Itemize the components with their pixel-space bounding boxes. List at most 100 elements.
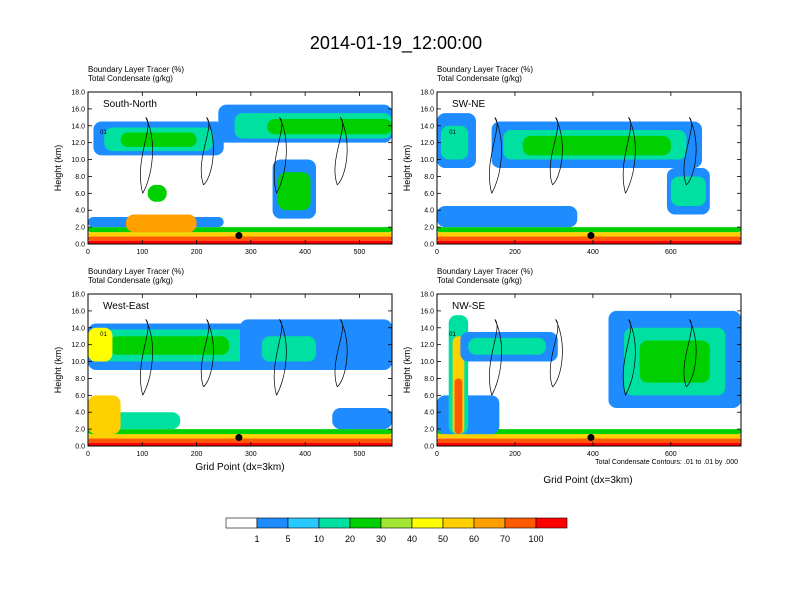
panel-header-line1: Boundary Layer Tracer (%) bbox=[437, 267, 533, 276]
colorbar-label: 20 bbox=[345, 534, 355, 544]
field-region bbox=[261, 336, 316, 362]
field-region bbox=[88, 395, 121, 435]
x-tick-label: 0 bbox=[86, 451, 90, 458]
contour-label: 01 bbox=[100, 332, 107, 338]
field-region bbox=[437, 236, 741, 241]
x-tick-label: 300 bbox=[245, 249, 257, 256]
y-tick-label: 10.0 bbox=[71, 157, 85, 164]
y-tick-label: 16.0 bbox=[71, 106, 85, 113]
panel-header-line2: Total Condensate (g/kg) bbox=[437, 276, 522, 285]
y-tick-label: 8.0 bbox=[75, 376, 85, 383]
y-tick-label: 2.0 bbox=[75, 225, 85, 232]
y-tick-label: 4.0 bbox=[75, 410, 85, 417]
field-layer bbox=[88, 104, 392, 244]
field-region bbox=[88, 442, 392, 446]
colorbar-swatch bbox=[287, 517, 320, 529]
contour-label: 01 bbox=[100, 130, 107, 136]
location-marker bbox=[587, 434, 595, 442]
contour-line bbox=[489, 319, 502, 396]
y-tick-label: 6.0 bbox=[424, 393, 434, 400]
x-tick-label: 200 bbox=[509, 249, 521, 256]
panel-header-line2: Total Condensate (g/kg) bbox=[88, 74, 173, 83]
field-region bbox=[126, 214, 197, 233]
contour-line bbox=[273, 319, 287, 396]
x-tick-label: 400 bbox=[587, 451, 599, 458]
field-region bbox=[109, 336, 230, 355]
field-layer bbox=[437, 310, 741, 446]
x-tick-label: 0 bbox=[86, 249, 90, 256]
field-region bbox=[88, 240, 392, 244]
field-region bbox=[670, 176, 706, 206]
y-tick-label: 10.0 bbox=[71, 359, 85, 366]
colorbar: 1 5 10 20 30 40 50 60 70 100 bbox=[225, 517, 568, 544]
y-tick-label: 0.0 bbox=[75, 242, 85, 249]
panel-name: NW-SE bbox=[452, 301, 485, 312]
y-tick-label: 10.0 bbox=[420, 359, 434, 366]
y-tick-label: 2.0 bbox=[424, 225, 434, 232]
contour-line bbox=[683, 117, 697, 186]
colorbar-swatch bbox=[380, 517, 413, 529]
contour-line bbox=[622, 319, 636, 396]
contour-line bbox=[200, 319, 214, 388]
colorbar-label: 5 bbox=[285, 534, 290, 544]
field-region bbox=[522, 135, 671, 156]
y-tick-label: 16.0 bbox=[420, 308, 434, 315]
field-layer bbox=[437, 113, 741, 244]
field-region bbox=[437, 442, 741, 446]
panel-header-line1: Boundary Layer Tracer (%) bbox=[437, 65, 533, 74]
panel-header-line2: Total Condensate (g/kg) bbox=[88, 276, 173, 285]
y-tick-label: 6.0 bbox=[75, 393, 85, 400]
field-region bbox=[639, 340, 710, 383]
y-tick-label: 18.0 bbox=[420, 292, 434, 299]
panel-sw-ne: Boundary Layer Tracer (%)Total Condensat… bbox=[402, 65, 742, 256]
colorbar-swatch bbox=[225, 517, 258, 529]
y-tick-label: 4.0 bbox=[75, 208, 85, 215]
contour-line bbox=[140, 319, 153, 396]
contour-line bbox=[549, 117, 563, 186]
y-tick-label: 12.0 bbox=[420, 342, 434, 349]
x-tick-label: 0 bbox=[435, 451, 439, 458]
y-tick-label: 16.0 bbox=[71, 308, 85, 315]
y-tick-label: 18.0 bbox=[420, 90, 434, 97]
y-tick-label: 14.0 bbox=[71, 123, 85, 130]
y-tick-label: 18.0 bbox=[71, 90, 85, 97]
plot-frame bbox=[87, 293, 393, 447]
colorbar-swatch bbox=[473, 517, 506, 529]
location-marker bbox=[235, 434, 243, 442]
y-tick-label: 0.0 bbox=[424, 242, 434, 249]
colorbar-label: 50 bbox=[438, 534, 448, 544]
x-tick-label: 200 bbox=[509, 451, 521, 458]
panel-header-line2: Total Condensate (g/kg) bbox=[437, 74, 522, 83]
contour-label: 01 bbox=[449, 130, 456, 136]
x-tick-label: 300 bbox=[245, 451, 257, 458]
colorbar-swatch bbox=[442, 517, 475, 529]
y-axis-label: Height (km) bbox=[53, 347, 63, 394]
contour-label: 01 bbox=[449, 332, 456, 338]
figure-title: 2014-01-19_12:00:00 bbox=[310, 33, 482, 54]
y-tick-label: 12.0 bbox=[71, 342, 85, 349]
contour-line bbox=[683, 319, 697, 388]
y-tick-label: 18.0 bbox=[71, 292, 85, 299]
colorbar-swatch bbox=[318, 517, 351, 529]
field-region bbox=[468, 337, 547, 355]
field-region bbox=[88, 429, 392, 435]
colorbar-label: 1 bbox=[254, 534, 259, 544]
field-region bbox=[437, 429, 741, 435]
panels-group: Boundary Layer Tracer (%)Total Condensat… bbox=[53, 65, 742, 458]
contour-line bbox=[622, 117, 636, 194]
field-region bbox=[88, 327, 113, 362]
y-tick-label: 4.0 bbox=[424, 410, 434, 417]
x-tick-label: 200 bbox=[191, 249, 203, 256]
panel-west-east: Boundary Layer Tracer (%)Total Condensat… bbox=[53, 267, 393, 458]
colorbar-swatch bbox=[535, 517, 568, 529]
y-tick-label: 8.0 bbox=[75, 174, 85, 181]
y-tick-label: 14.0 bbox=[420, 123, 434, 130]
contour-note: Total Condensate Contours: .01 to .01 by… bbox=[595, 459, 738, 466]
contour-line bbox=[273, 117, 287, 194]
colorbar-label: 10 bbox=[314, 534, 324, 544]
plot-frame bbox=[436, 293, 742, 447]
field-region bbox=[278, 172, 311, 211]
y-axis-label: Height (km) bbox=[402, 347, 412, 394]
x-tick-label: 500 bbox=[354, 249, 366, 256]
